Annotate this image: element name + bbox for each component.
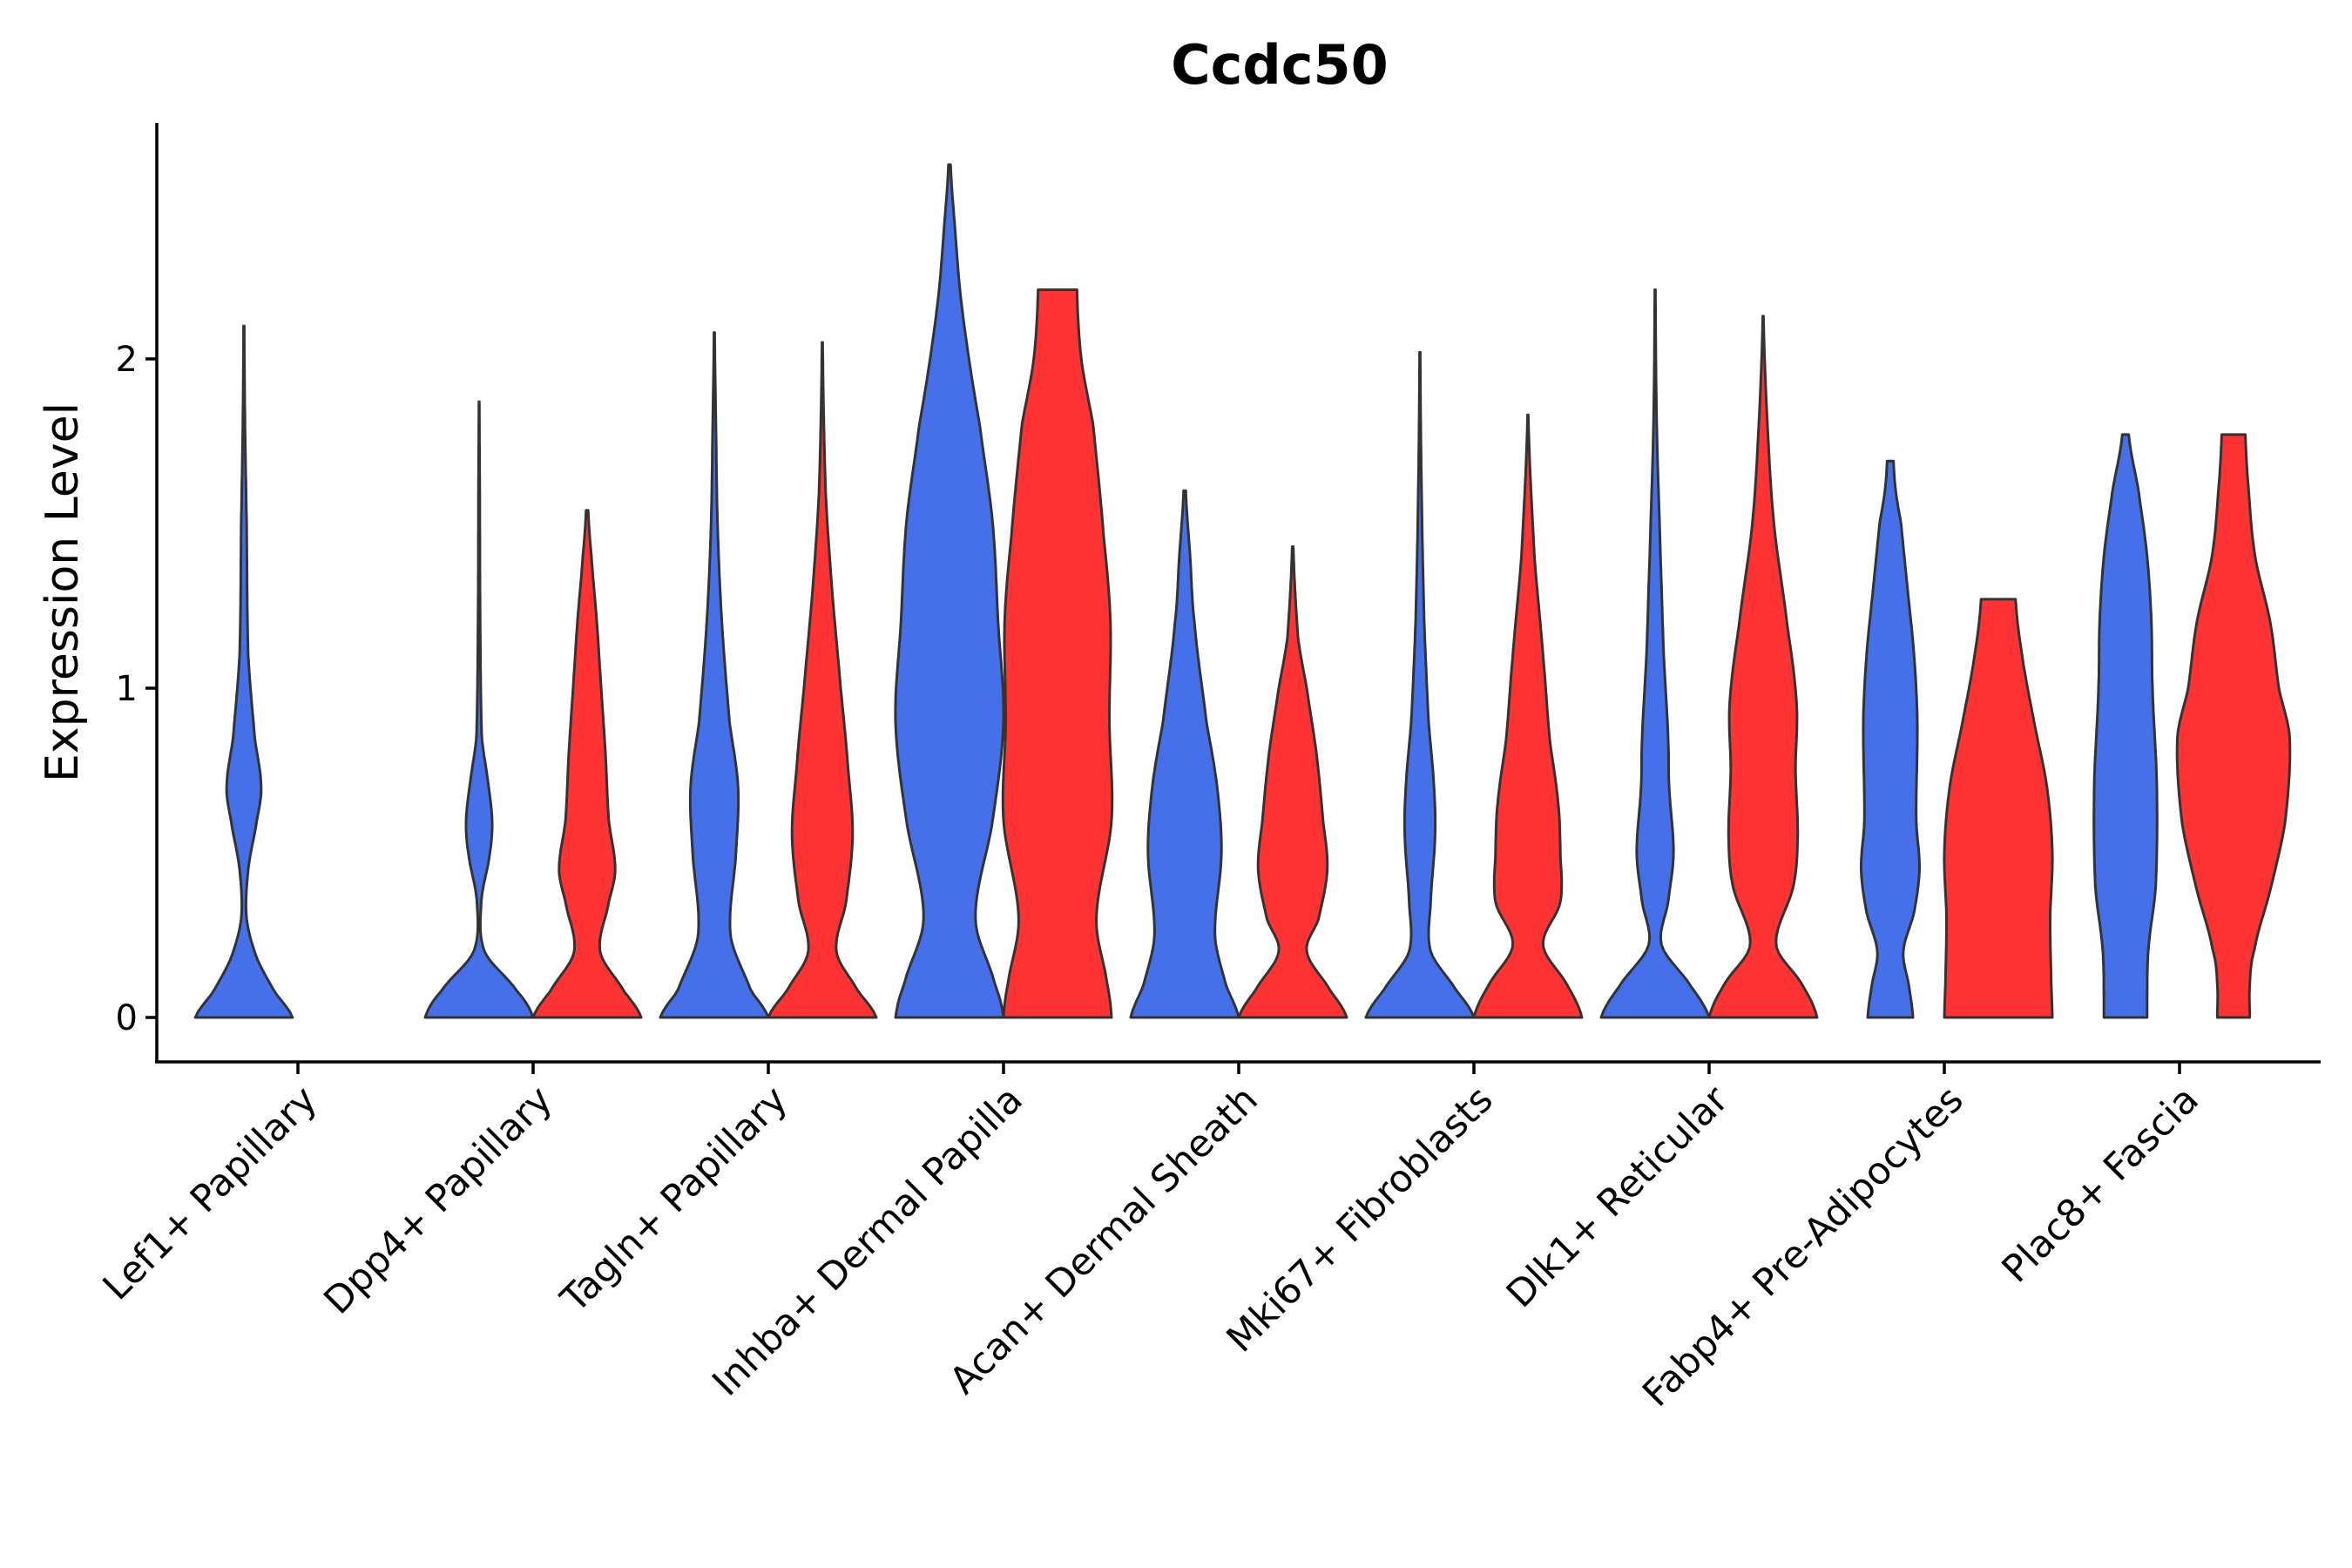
x-tick-label: Dpp4+ Papillary bbox=[316, 1078, 561, 1322]
violin-group_a-7 bbox=[1860, 459, 1921, 1019]
violin-group_a-2 bbox=[659, 331, 770, 1019]
y-axis-ticks: 0 1 2 bbox=[116, 340, 157, 1038]
y-tick-label: 0 bbox=[116, 998, 138, 1038]
y-tick-label: 1 bbox=[116, 669, 138, 709]
violin-group_a-5 bbox=[1364, 350, 1476, 1019]
violin-group bbox=[193, 163, 2292, 1019]
x-tick-label: Tagln+ Papillary bbox=[552, 1078, 796, 1321]
violin-group_a-3 bbox=[894, 163, 1005, 1019]
violin-group_b-6 bbox=[1707, 314, 1819, 1019]
x-tick-label: Dlk1+ Reticular bbox=[1498, 1078, 1737, 1316]
violin-group_b-5 bbox=[1472, 413, 1584, 1019]
violin-group_b-4 bbox=[1237, 545, 1348, 1019]
violin-group_a-4 bbox=[1129, 489, 1240, 1019]
violin-group_b-2 bbox=[767, 341, 878, 1019]
x-tick-label: Mki67+ Fibroblasts bbox=[1219, 1078, 1502, 1361]
violin-group_a-6 bbox=[1599, 288, 1711, 1019]
violin-group_a-1 bbox=[423, 400, 535, 1019]
violin-group_b-8 bbox=[2175, 433, 2292, 1019]
y-axis-label: Expression Level bbox=[37, 402, 89, 782]
y-tick-label: 2 bbox=[116, 340, 138, 380]
x-tick-label: Plac8+ Fascia bbox=[1994, 1078, 2207, 1291]
violin-group_a-8 bbox=[2092, 433, 2159, 1019]
x-tick-label: Lef1+ Papillary bbox=[95, 1078, 326, 1308]
violin-group_b-7 bbox=[1943, 598, 2054, 1019]
violin-group_a-0 bbox=[193, 324, 294, 1019]
violin-group_b-3 bbox=[1001, 288, 1114, 1019]
violin-group_b-1 bbox=[531, 509, 643, 1019]
chart-title: Ccdc50 bbox=[1171, 33, 1389, 97]
